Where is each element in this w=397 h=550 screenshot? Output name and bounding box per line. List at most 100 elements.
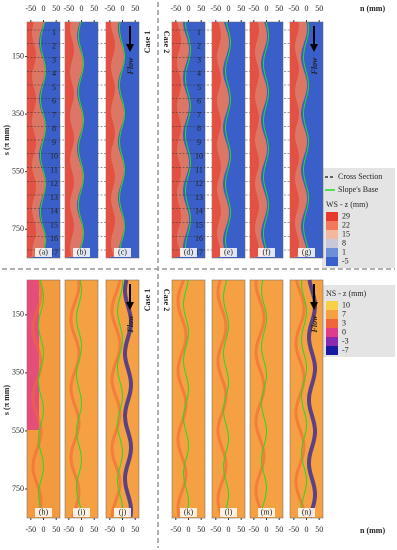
panel-label: (m) xyxy=(261,507,273,516)
panel-background xyxy=(171,279,206,519)
y-tick-label: 550 xyxy=(12,166,24,175)
colorbar-swatch xyxy=(326,328,338,337)
colorbar-swatch xyxy=(326,239,338,248)
colorbar-swatch xyxy=(326,301,338,310)
elevation-mid xyxy=(250,22,259,258)
flow-label: Flow xyxy=(310,315,319,334)
x-tick-label: 50 xyxy=(131,4,139,13)
flow-arrowhead xyxy=(310,44,318,52)
cross-section-label: 12 xyxy=(195,179,203,188)
x-tick-label: 0 xyxy=(305,525,309,534)
colorbar-label: 10 xyxy=(342,300,350,309)
x-tick-label: 0 xyxy=(80,4,84,13)
colorbar-label: 3 xyxy=(342,318,346,327)
cross-section-label: 6 xyxy=(197,97,201,106)
x-tick-label: -50 xyxy=(288,525,299,534)
case-label: Case 2 xyxy=(162,31,171,53)
colorbar-label: 1 xyxy=(342,247,346,256)
panel-label-box xyxy=(73,248,90,257)
slope-base xyxy=(75,279,83,518)
x-tick-label: -50 xyxy=(288,4,299,13)
x-tick-label: 0 xyxy=(121,525,125,534)
slope-base xyxy=(302,21,310,257)
colorbar-swatch xyxy=(326,212,338,221)
x-tick-label: 50 xyxy=(275,4,283,13)
x-tick-label: -50 xyxy=(170,4,181,13)
cross-section-label: 6 xyxy=(52,97,56,106)
cross-section-label: 12 xyxy=(50,179,58,188)
elevation-stripe xyxy=(176,279,188,518)
y-tick-label: 350 xyxy=(12,109,24,118)
panel-label-box xyxy=(258,248,275,257)
panel-label: (a) xyxy=(39,247,48,256)
x-tick-label: 0 xyxy=(80,525,84,534)
case-label: Case 1 xyxy=(143,289,152,311)
x-tick-label: 0 xyxy=(227,525,231,534)
legend-title: NS - z (mm) xyxy=(326,289,367,298)
flow-label: Flow xyxy=(126,315,135,334)
legend-label: Slope's Base xyxy=(338,185,379,194)
cross-section-label: 16 xyxy=(195,234,203,243)
flow-label: Flow xyxy=(310,57,319,76)
cross-section-label: 11 xyxy=(50,165,58,174)
panel-label-box xyxy=(298,248,315,257)
slope-base xyxy=(300,279,308,518)
elevation-low xyxy=(27,280,39,430)
cross-section-label: 11 xyxy=(195,165,203,174)
panel-background xyxy=(211,279,246,519)
elevation-stripe xyxy=(31,279,43,518)
cross-section-label: 14 xyxy=(195,207,203,216)
x-tick-label: -50 xyxy=(104,4,115,13)
panel-label-box xyxy=(35,508,52,517)
slope-base xyxy=(222,279,230,518)
x-tick-label: -50 xyxy=(63,4,74,13)
panel-label-box xyxy=(180,248,197,257)
elevation-stripe xyxy=(294,279,306,518)
x-tick-label: 50 xyxy=(275,525,283,534)
slope-base xyxy=(224,21,232,257)
colorbar-swatch xyxy=(326,257,338,266)
elevation-mid xyxy=(106,22,115,258)
x-tick-label: 50 xyxy=(52,4,60,13)
slope-base xyxy=(262,21,270,257)
y-tick-label: 750 xyxy=(12,224,24,233)
x-tick-label: 0 xyxy=(42,4,46,13)
x-tick-label: -50 xyxy=(248,4,259,13)
cross-section-label: 13 xyxy=(195,193,203,202)
panel-label-box xyxy=(114,248,131,257)
cross-section-label: 9 xyxy=(52,138,56,147)
panel-label-box xyxy=(258,508,275,517)
cross-section-label: 1 xyxy=(197,28,201,37)
elevation-stripe xyxy=(110,279,122,518)
slope-base xyxy=(37,279,45,518)
colorbar-label: 29 xyxy=(342,211,350,220)
y-tick-label: 350 xyxy=(12,368,24,377)
x-tick-label: 0 xyxy=(187,525,191,534)
x-tick-label: 50 xyxy=(315,4,323,13)
elevation-deep xyxy=(306,279,318,518)
cross-section-label: 10 xyxy=(195,152,203,161)
elevation-mid xyxy=(65,22,74,258)
flow-arrowhead xyxy=(126,302,134,310)
x-tick-label: 0 xyxy=(187,4,191,13)
elevation-mid xyxy=(212,22,221,258)
cross-section-label: 15 xyxy=(50,220,58,229)
cross-section-label: 5 xyxy=(197,83,201,92)
cross-section-label: 4 xyxy=(197,69,201,78)
x-tick-label: 50 xyxy=(90,4,98,13)
x-tick-label: 50 xyxy=(197,4,205,13)
cross-section-label: 7 xyxy=(52,110,56,119)
panel-label: (j) xyxy=(119,507,127,516)
cross-section-label: 1 xyxy=(52,28,56,37)
panel-label: (d) xyxy=(184,247,194,256)
elevation-deep xyxy=(122,279,134,518)
panel-label-box xyxy=(298,508,315,517)
colorbar-swatch xyxy=(326,248,338,257)
x-axis-title-bottom: n (mm) xyxy=(360,526,385,535)
y-tick-label: 550 xyxy=(12,426,24,435)
panel-label-box xyxy=(220,508,237,517)
panel-label: (c) xyxy=(118,247,127,256)
legend-title: WS - z (mm) xyxy=(326,200,368,209)
cross-section-label: 2 xyxy=(52,42,56,51)
